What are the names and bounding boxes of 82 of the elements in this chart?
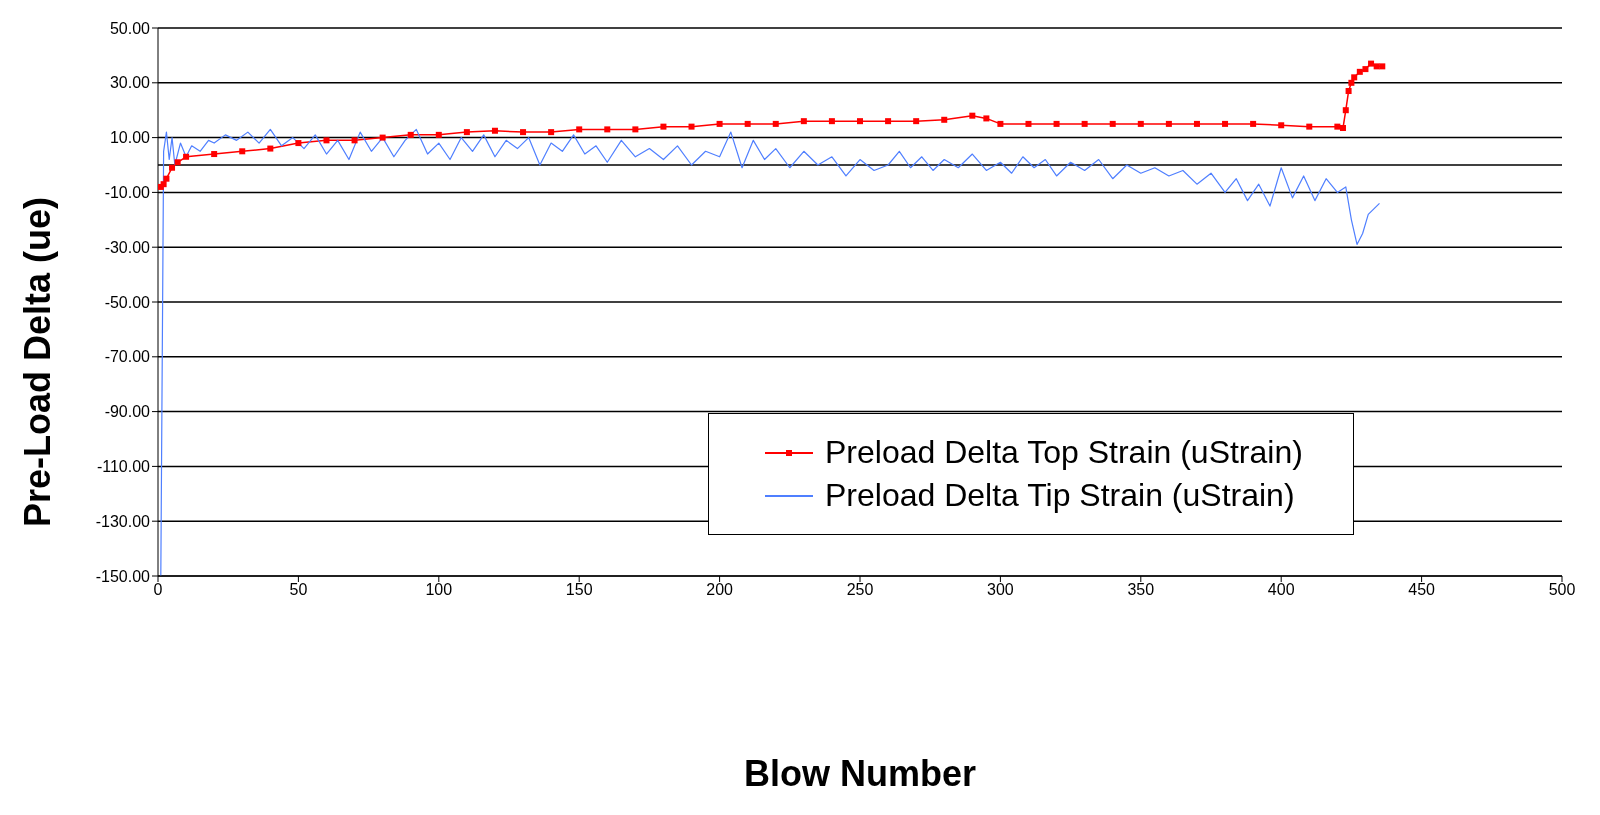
point: [174, 159, 181, 166]
y-tick-label: -30.00: [104, 238, 151, 256]
point: [997, 120, 1004, 127]
point: [969, 112, 976, 119]
point: [1081, 120, 1088, 127]
point: [800, 118, 807, 125]
point: [1345, 88, 1352, 95]
point: [983, 115, 990, 122]
point: [463, 129, 470, 136]
y-tick-label: -110.00: [96, 458, 151, 476]
point: [1053, 120, 1060, 127]
point: [163, 175, 170, 182]
point: [576, 126, 583, 133]
x-tick-label: 400: [1267, 581, 1295, 599]
point: [913, 118, 920, 125]
point: [1250, 120, 1257, 127]
point: [435, 131, 442, 138]
point: [1109, 120, 1116, 127]
y-tick-label: -70.00: [104, 348, 151, 366]
legend-label: Preload Delta Tip Strain (uStrain): [825, 477, 1295, 514]
point: [828, 118, 835, 125]
point: [744, 120, 751, 127]
point: [520, 129, 527, 136]
point: [491, 127, 498, 134]
x-tick-label: 500: [1548, 581, 1576, 599]
point: [1362, 66, 1369, 73]
point: [169, 164, 176, 171]
x-tick-label: 100: [425, 581, 453, 599]
line-series: [160, 128, 1381, 576]
point: [857, 118, 863, 125]
y-tick-label: 50.00: [109, 19, 151, 37]
legend-label: Preload Delta Top Strain (uStrain): [825, 434, 1303, 471]
x-tick-label: 150: [565, 581, 593, 599]
x-tick-label: 300: [987, 581, 1014, 599]
point: [632, 126, 639, 133]
point: [239, 148, 246, 155]
point: [1306, 123, 1313, 130]
point: [1356, 68, 1363, 75]
x-tick-label: 350: [1127, 581, 1155, 599]
point: [1137, 120, 1144, 127]
point: [548, 129, 555, 136]
x-tick-label: 450: [1408, 581, 1436, 599]
point: [295, 140, 302, 147]
point: [1222, 120, 1229, 127]
x-tick-label: 250: [846, 581, 874, 599]
point: [716, 120, 723, 127]
x-tick-label: 0: [153, 581, 163, 599]
point: [323, 137, 330, 144]
point: [688, 123, 695, 130]
point: [1334, 123, 1341, 130]
point: [1379, 63, 1386, 70]
point: [941, 116, 948, 123]
point: [1165, 120, 1172, 127]
point: [1339, 125, 1346, 132]
y-tick-label: -150.00: [95, 567, 151, 585]
point: [351, 137, 358, 144]
y-tick-label: -10.00: [104, 184, 151, 202]
point: [1025, 120, 1032, 127]
point: [1278, 122, 1285, 129]
point: [211, 151, 218, 158]
y-tick-label: 30.00: [109, 74, 151, 92]
y-tick-label: -130.00: [95, 512, 151, 530]
x-axis-title: Blow Number: [743, 753, 977, 795]
x-tick-label: 50: [289, 581, 308, 599]
point: [604, 126, 611, 133]
point: [772, 120, 779, 127]
point: [1193, 120, 1200, 127]
y-tick-label: -50.00: [104, 293, 151, 311]
point: [379, 134, 386, 141]
x-tick-label: 200: [706, 581, 734, 599]
point: [660, 123, 667, 130]
point: [1348, 79, 1355, 86]
y-tick-label: -90.00: [104, 403, 151, 421]
point: [1368, 60, 1375, 67]
y-axis-title: Pre-Load Delta (ue): [17, 196, 59, 528]
y-tick-label: 10.00: [109, 129, 151, 147]
point: [267, 145, 274, 152]
point: [1351, 74, 1358, 81]
point: [183, 153, 190, 160]
point: [885, 118, 892, 125]
point: [1342, 107, 1349, 114]
point: [407, 131, 414, 138]
